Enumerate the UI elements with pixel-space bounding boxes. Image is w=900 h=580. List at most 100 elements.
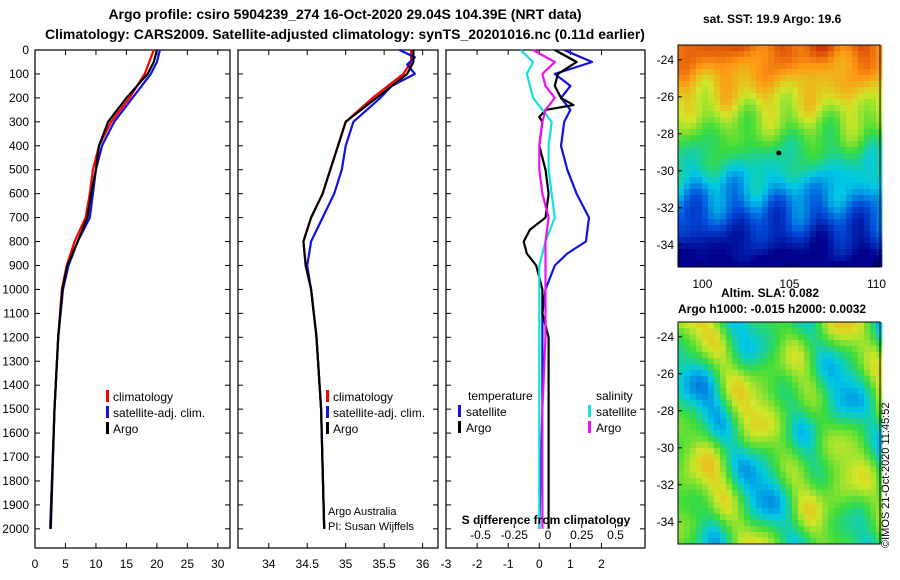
- map-cell: [744, 63, 751, 70]
- map-cell: [756, 406, 763, 413]
- map-cell: [858, 99, 865, 106]
- map-cell: [720, 400, 727, 407]
- map-cell: [708, 406, 715, 413]
- map-cell: [780, 472, 787, 479]
- map-cell: [816, 406, 823, 413]
- map-cell: [876, 51, 883, 58]
- map-cell: [876, 93, 883, 100]
- map-cell: [702, 394, 709, 401]
- map-cell: [786, 508, 793, 515]
- map-cell: [870, 93, 877, 100]
- map-cell: [762, 352, 769, 359]
- map-cell: [768, 532, 775, 539]
- map-cell: [852, 460, 859, 467]
- map-cell: [780, 376, 787, 383]
- map-cell: [804, 81, 811, 88]
- map-cell: [774, 436, 781, 443]
- map-cell: [708, 159, 715, 166]
- map-cell: [690, 538, 697, 545]
- map-cell: [768, 328, 775, 335]
- map-cell: [744, 117, 751, 124]
- map-cell: [708, 165, 715, 172]
- map-cell: [864, 334, 871, 341]
- map-cell: [786, 165, 793, 172]
- map-cell: [792, 51, 799, 58]
- map-cell: [708, 532, 715, 539]
- map-cell: [726, 418, 733, 425]
- map-cell: [714, 466, 721, 473]
- map-cell: [774, 207, 781, 214]
- map-cell: [696, 213, 703, 220]
- map-cell: [834, 328, 841, 335]
- map-cell: [768, 99, 775, 106]
- map-cell: [768, 243, 775, 250]
- map-cell: [702, 490, 709, 497]
- map-cell: [744, 141, 751, 148]
- map-cell: [870, 249, 877, 256]
- map-cell: [792, 81, 799, 88]
- map-cell: [786, 129, 793, 136]
- map-cell: [780, 93, 787, 100]
- map-cell: [756, 448, 763, 455]
- map-cell: [780, 171, 787, 178]
- map-cell: [696, 352, 703, 359]
- map-cell: [690, 99, 697, 106]
- map-cell: [876, 81, 883, 88]
- map-cell: [846, 514, 853, 521]
- map-cell: [840, 340, 847, 347]
- map-cell: [792, 460, 799, 467]
- map-cell: [750, 532, 757, 539]
- map-cell: [702, 147, 709, 154]
- map-cell: [678, 526, 685, 533]
- map-cell: [684, 57, 691, 64]
- map-cell: [750, 123, 757, 130]
- map-cell: [840, 141, 847, 148]
- map-cell: [840, 322, 847, 329]
- map-cell: [786, 382, 793, 389]
- map-cell: [876, 57, 883, 64]
- map-cell: [714, 105, 721, 112]
- map-cell: [846, 400, 853, 407]
- map-cell: [852, 225, 859, 232]
- map-cell: [834, 165, 841, 172]
- map-cell: [738, 364, 745, 371]
- map-cell: [828, 177, 835, 184]
- map-lat-label: -28: [657, 404, 675, 418]
- map-cell: [756, 514, 763, 521]
- map-cell: [756, 418, 763, 425]
- map-cell: [678, 454, 685, 461]
- map-cell: [846, 45, 853, 52]
- map-cell: [840, 57, 847, 64]
- map-cell: [738, 111, 745, 118]
- map-cell: [798, 147, 805, 154]
- legend-label: climatology: [333, 390, 393, 404]
- map-cell: [810, 526, 817, 533]
- map-cell: [768, 69, 775, 76]
- map-cell: [846, 225, 853, 232]
- map-cell: [690, 219, 697, 226]
- map-cell: [852, 123, 859, 130]
- sst-map: [678, 45, 883, 268]
- map-cell: [678, 87, 685, 94]
- map-cell: [732, 406, 739, 413]
- map-cell: [726, 352, 733, 359]
- map-cell: [708, 249, 715, 256]
- map-cell: [702, 508, 709, 515]
- map-cell: [708, 412, 715, 419]
- map-cell: [876, 255, 883, 262]
- map-cell: [852, 508, 859, 515]
- map-cell: [684, 496, 691, 503]
- map-cell: [738, 225, 745, 232]
- map-cell: [834, 147, 841, 154]
- map-cell: [744, 352, 751, 359]
- map-cell: [750, 63, 757, 70]
- map-cell: [840, 207, 847, 214]
- map-cell: [684, 364, 691, 371]
- map-cell: [702, 111, 709, 118]
- map-cell: [828, 430, 835, 437]
- map-cell: [840, 478, 847, 485]
- map-cell: [774, 508, 781, 515]
- map-cell: [864, 141, 871, 148]
- map-cell: [840, 129, 847, 136]
- map-cell: [786, 87, 793, 94]
